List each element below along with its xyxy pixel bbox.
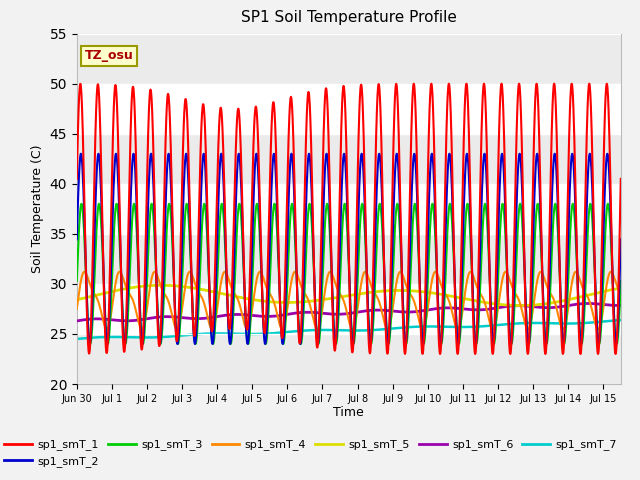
sp1_smT_3 (602, 230, 609, 236)
sp1_smT_2 (323, 153, 331, 159)
sp1_smT_4 (101, 324, 109, 329)
sp1_smT_3 (602, 225, 609, 230)
Line: sp1_smT_3: sp1_smT_3 (77, 204, 621, 344)
sp1_smT_7 (601, 318, 609, 324)
Y-axis label: Soil Temperature (C): Soil Temperature (C) (31, 144, 44, 273)
sp1_smT_1 (73, 176, 81, 182)
sp1_smT_4 (502, 269, 509, 275)
Line: sp1_smT_6: sp1_smT_6 (77, 303, 621, 321)
X-axis label: Time: Time (333, 407, 364, 420)
sp1_smT_1 (602, 94, 609, 100)
sp1_smT_6 (73, 318, 81, 324)
sp1_smT_7 (323, 327, 331, 333)
sp1_smT_2 (437, 341, 445, 347)
Line: sp1_smT_7: sp1_smT_7 (77, 320, 621, 339)
Line: sp1_smT_4: sp1_smT_4 (77, 272, 621, 329)
sp1_smT_1 (100, 313, 108, 319)
sp1_smT_5 (617, 285, 625, 291)
sp1_smT_1 (472, 351, 479, 357)
sp1_smT_2 (502, 220, 509, 226)
Bar (77, 34, 621, 84)
sp1_smT_2 (602, 176, 609, 181)
sp1_smT_5 (602, 288, 609, 294)
sp1_smT_3 (100, 299, 108, 305)
Legend: sp1_smT_1, sp1_smT_2, sp1_smT_3, sp1_smT_4, sp1_smT_5, sp1_smT_6, sp1_smT_7: sp1_smT_1, sp1_smT_2, sp1_smT_3, sp1_smT… (0, 435, 621, 471)
sp1_smT_3 (253, 201, 260, 207)
sp1_smT_3 (617, 278, 625, 284)
sp1_smT_5 (100, 290, 108, 296)
Bar (77, 334, 621, 384)
sp1_smT_1 (502, 192, 509, 198)
sp1_smT_6 (501, 304, 509, 310)
sp1_smT_3 (502, 233, 509, 239)
sp1_smT_5 (338, 294, 346, 300)
sp1_smT_7 (337, 327, 345, 333)
sp1_smT_6 (323, 311, 331, 317)
sp1_smT_2 (602, 170, 609, 176)
sp1_smT_3 (508, 341, 515, 347)
sp1_smT_5 (516, 303, 524, 309)
sp1_smT_6 (602, 302, 609, 308)
sp1_smT_7 (501, 322, 509, 327)
sp1_smT_6 (584, 300, 592, 306)
Bar (77, 134, 621, 184)
sp1_smT_2 (100, 301, 108, 307)
sp1_smT_6 (617, 302, 625, 308)
sp1_smT_3 (323, 201, 331, 207)
sp1_smT_3 (73, 278, 81, 284)
sp1_smT_4 (617, 291, 625, 297)
sp1_smT_4 (338, 294, 346, 300)
sp1_smT_4 (81, 269, 88, 275)
sp1_smT_5 (502, 302, 509, 308)
Line: sp1_smT_2: sp1_smT_2 (77, 154, 621, 344)
sp1_smT_2 (182, 151, 190, 156)
sp1_smT_5 (73, 297, 81, 302)
sp1_smT_1 (323, 92, 331, 97)
Line: sp1_smT_5: sp1_smT_5 (77, 285, 621, 306)
sp1_smT_1 (586, 81, 593, 86)
Line: sp1_smT_1: sp1_smT_1 (77, 84, 621, 354)
sp1_smT_2 (338, 188, 346, 193)
sp1_smT_1 (337, 124, 345, 130)
sp1_smT_2 (617, 237, 625, 242)
sp1_smT_4 (602, 291, 609, 297)
sp1_smT_7 (73, 336, 81, 342)
sp1_smT_7 (601, 319, 609, 324)
sp1_smT_4 (208, 326, 216, 332)
sp1_smT_6 (337, 311, 345, 317)
sp1_smT_5 (602, 288, 609, 294)
sp1_smT_6 (601, 302, 609, 308)
sp1_smT_2 (73, 237, 81, 242)
sp1_smT_3 (338, 240, 346, 246)
sp1_smT_4 (73, 306, 81, 312)
Bar (77, 234, 621, 284)
sp1_smT_6 (100, 316, 108, 322)
sp1_smT_4 (324, 274, 332, 280)
sp1_smT_7 (100, 334, 108, 340)
sp1_smT_1 (602, 100, 609, 106)
sp1_smT_4 (602, 289, 609, 295)
sp1_smT_1 (617, 176, 625, 182)
sp1_smT_5 (323, 296, 331, 302)
Title: SP1 Soil Temperature Profile: SP1 Soil Temperature Profile (241, 11, 457, 25)
sp1_smT_5 (157, 282, 165, 288)
Text: TZ_osu: TZ_osu (85, 49, 134, 62)
sp1_smT_7 (617, 317, 625, 323)
